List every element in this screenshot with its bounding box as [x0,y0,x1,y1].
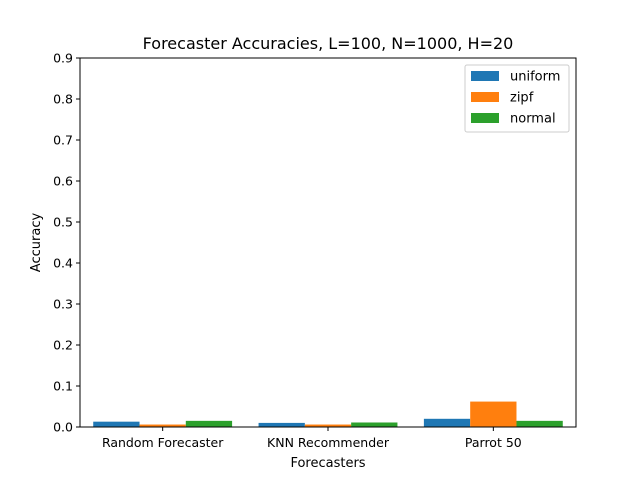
y-tick-label: 0.5 [53,215,73,230]
y-tick-label: 0.8 [53,92,73,107]
y-tick-label: 0.7 [53,133,73,148]
bar-normal-1 [351,422,398,427]
y-tick-label: 0.4 [53,256,73,271]
y-tick-label: 0.2 [53,338,73,353]
bar-normal-2 [516,420,563,427]
legend-label-uniform: uniform [510,70,560,85]
legend-swatch-zipf [471,92,499,102]
x-axis-label: Forecasters [290,456,365,471]
y-axis-ticks: 0.0 0.1 0.2 0.3 0.4 0.5 0.6 0.7 0.8 0.9 [53,51,80,435]
x-tick-label: Parrot 50 [465,435,522,450]
bar-uniform-1 [258,422,305,427]
chart-title: Forecaster Accuracies, L=100, N=1000, H=… [143,34,514,53]
bar-normal-0 [185,420,233,427]
legend-swatch-uniform [471,71,499,81]
x-tick-label: KNN Recommender [267,435,390,450]
y-tick-label: 0.0 [53,420,73,435]
y-axis-label: Accuracy [29,213,44,273]
axes-frame [79,57,577,428]
plot-area: 0.0 0.1 0.2 0.3 0.4 0.5 0.6 0.7 0.8 0.9 Random Fo… [53,51,577,450]
y-tick-label: 0.3 [53,297,73,312]
legend: uniform zipf normal [464,64,570,133]
legend-label-normal: normal [510,112,556,127]
legend-swatch-normal [471,113,499,123]
x-tick-label: Random Forecaster [102,435,224,450]
y-tick-label: 0.6 [53,174,73,189]
bar-uniform-2 [423,418,471,427]
y-tick-label: 0.9 [53,51,73,66]
bar-zipf-1 [304,424,352,427]
y-tick-label: 0.1 [53,379,73,394]
legend-label-zipf: zipf [510,91,534,106]
bar-zipf-2 [470,401,517,427]
bar-zipf-0 [139,424,186,427]
x-axis-ticks: Random Forecaster KNN Recommender Parrot 5… [102,427,522,450]
bar-uniform-0 [93,421,140,427]
bars [93,401,563,427]
